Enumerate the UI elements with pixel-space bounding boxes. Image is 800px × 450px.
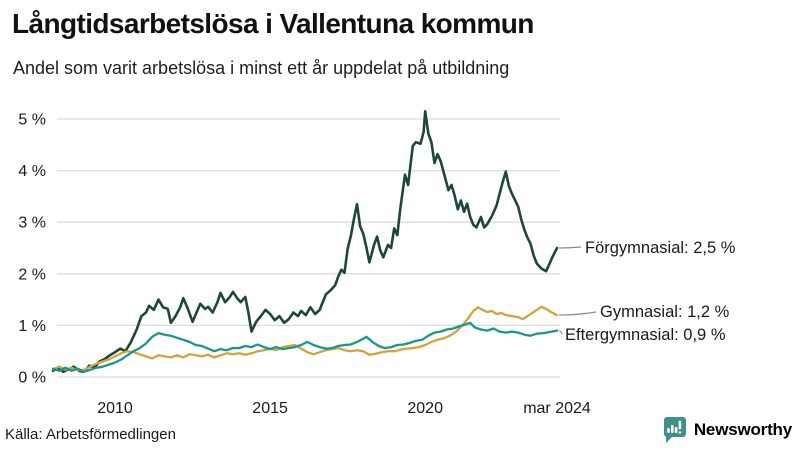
y-axis-tick-label: 2 % xyxy=(18,266,46,283)
gridlines xyxy=(57,118,560,378)
brand-name: Newsworthy xyxy=(693,420,792,439)
source-note: Källa: Arbetsförmedlingen xyxy=(5,426,176,443)
y-axis-tick-label: 4 % xyxy=(18,163,46,180)
line-chart: 0 % 1 % 2 % 3 % 4 % 5 % 2010 2015 2020 mar 2024 Fö… xyxy=(18,109,736,417)
y-axis-tick-label: 5 % xyxy=(18,112,46,129)
series-end-label-gymnasial: Gymnasial: 1,2 % xyxy=(600,303,730,321)
x-axis-tick-labels: 2010 2015 2020 mar 2024 xyxy=(97,400,591,417)
series-line-eftergymnasial xyxy=(51,321,559,373)
y-axis-tick-label: 1 % xyxy=(18,318,46,335)
newsworthy-brand[interactable]: Newsworthy xyxy=(662,416,792,444)
x-axis-tick-label: mar 2024 xyxy=(523,400,591,417)
x-axis-tick-label: 2020 xyxy=(407,400,443,417)
chart-subtitle: Andel som varit arbetslösa i minst ett å… xyxy=(13,58,510,78)
y-axis-tick-label: 0 % xyxy=(18,370,46,387)
logo-exclamation-bar xyxy=(678,420,682,430)
label-connector xyxy=(558,329,563,335)
logo-bar-1 xyxy=(667,428,670,433)
series-line-gymnasial xyxy=(51,305,559,372)
logo-bar-3 xyxy=(674,427,678,433)
label-connector xyxy=(558,311,597,316)
series-end-label-forgymnasial: Förgymnasial: 2,5 % xyxy=(585,239,736,257)
newsworthy-logo-icon xyxy=(663,417,686,443)
y-axis-tick-labels: 0 % 1 % 2 % 3 % 4 % 5 % xyxy=(18,112,46,387)
y-axis-tick-label: 3 % xyxy=(18,215,46,232)
label-connector xyxy=(558,246,582,249)
series-line-forgymnasial xyxy=(51,109,559,374)
x-axis-tick-label: 2015 xyxy=(252,400,288,417)
x-axis-tick-label: 2010 xyxy=(97,400,133,417)
series-end-label-eftergymnasial: Eftergymnasial: 0,9 % xyxy=(565,326,726,344)
series-end-labels: Förgymnasial: 2,5 % Gymnasial: 1,2 % Efter… xyxy=(558,239,736,344)
logo-bar-2 xyxy=(670,425,674,433)
page-title: Långtidsarbetslösa i Vallentuna kommun xyxy=(12,8,534,39)
logo-exclamation-dot xyxy=(678,431,682,434)
